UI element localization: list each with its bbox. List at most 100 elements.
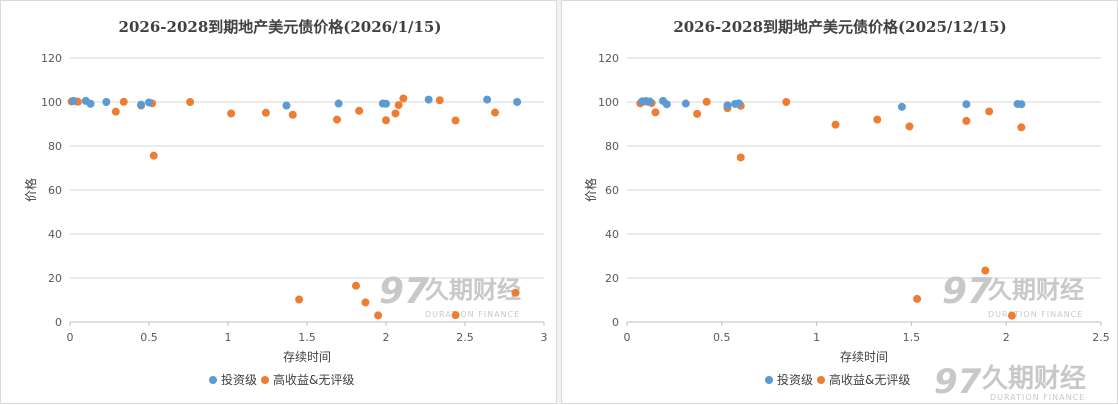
legend-label-investment-grade: 投资级 [777,372,813,387]
legend-marker [209,376,217,384]
watermark-subtitle: DURATION FINANCE [988,310,1083,319]
point-investment-grade [102,98,111,106]
y-tick-label: 60 [605,184,619,197]
y-tick-label: 0 [55,316,62,329]
y-tick-label: 80 [605,140,619,153]
point-high-yield [186,98,195,106]
point-high-yield [295,295,304,304]
y-tick-label: 100 [41,96,62,109]
chart-panel-left: 2026-2028到期地产美元债价格(2026/1/15) 97 久期财经 DU… [0,0,557,404]
point-high-yield [1007,311,1016,320]
x-tick-label: 1.5 [298,331,316,344]
point-high-yield [1017,123,1026,132]
watermark-logo-glyph: 97 [942,271,992,312]
watermark-corner-logo-glyph: 97 [934,362,982,402]
point-investment-grade [662,100,671,109]
point-investment-grade [723,101,732,110]
watermark-corner-subtitle: DURATION FINANCE [990,393,1085,402]
point-investment-grade [962,100,971,109]
point-investment-grade [681,99,690,108]
watermark-subtitle: DURATION FINANCE [425,310,520,319]
point-investment-grade [86,99,95,108]
panel-divider [557,0,561,404]
x-axis-title: 存续时间 [283,350,331,364]
y-tick-label: 20 [48,272,62,285]
legend-label-investment-grade: 投资级 [221,372,257,387]
point-investment-grade [282,101,291,110]
point-high-yield [736,153,745,162]
y-tick-label: 80 [48,140,62,153]
y-tick-label: 40 [605,228,619,241]
y-tick-label: 120 [598,52,619,65]
point-high-yield [873,115,882,124]
point-high-yield [913,294,922,303]
point-investment-grade [1017,100,1026,109]
point-high-yield [962,116,971,125]
watermark-brand: 久期财经 [425,276,521,304]
point-high-yield [227,109,236,118]
point-high-yield [149,151,158,160]
point-high-yield [119,97,128,106]
point-high-yield [333,115,342,124]
point-high-yield [374,311,383,320]
point-investment-grade [513,98,522,106]
x-tick-label: 3 [541,331,548,344]
y-tick-label: 20 [605,272,619,285]
scatter-chart-right: 2026-2028到期地产美元债价格(2025/12/15) 97 久期财经 D… [583,18,1110,402]
point-high-yield [399,94,408,103]
x-axis-title: 存续时间 [840,350,888,364]
point-investment-grade [382,99,390,108]
scatter-chart-left: 2026-2028到期地产美元债价格(2026/1/15) 97 久期财经 DU… [23,18,548,387]
x-tick-label: 1 [225,331,232,344]
point-investment-grade [734,99,743,108]
x-tick-label: 0 [624,331,631,344]
point-high-yield [111,107,120,116]
point-high-yield [261,108,270,117]
point-high-yield [394,101,403,110]
legend-label-high-yield: 高收益&无评级 [273,372,354,387]
point-investment-grade [334,99,343,108]
point-high-yield [491,108,500,117]
point-high-yield [288,110,297,119]
point-high-yield [451,116,460,125]
point-high-yield [782,98,791,106]
x-tick-label: 0.5 [140,331,158,344]
point-high-yield [391,109,400,118]
x-tick-label: 0 [67,331,74,344]
point-high-yield [905,122,914,131]
point-high-yield [985,107,994,116]
point-investment-grade [69,96,78,105]
point-high-yield [451,311,460,320]
watermark-corner-brand: 久期财经 [982,363,1086,394]
chart-title: 2026-2028到期地产美元债价格(2025/12/15) [673,18,1006,36]
x-tick-label: 2 [1003,331,1010,344]
watermark: 97 久期财经 DURATION FINANCE 97 久期财经 DURATIO… [934,271,1086,402]
point-high-yield [981,266,990,275]
point-investment-grade [424,95,433,104]
point-high-yield [511,288,520,297]
watermark: 97 久期财经 DURATION FINANCE [379,271,521,319]
y-tick-label: 120 [41,52,62,65]
x-tick-label: 2 [383,331,390,344]
x-tick-label: 0.5 [713,331,731,344]
watermark-brand: 久期财经 [988,276,1084,304]
y-axis-title: 价格 [23,178,38,202]
point-high-yield [435,96,444,105]
legend-marker [261,376,269,384]
point-high-yield [693,109,702,118]
point-high-yield [361,298,370,307]
x-tick-label: 1 [813,331,820,344]
chart-title: 2026-2028到期地产美元债价格(2026/1/15) [119,18,442,36]
point-high-yield [651,108,660,117]
point-high-yield [351,281,360,290]
point-investment-grade [897,102,906,111]
point-high-yield [831,120,840,129]
point-high-yield [382,116,390,125]
x-tick-label: 1.5 [903,331,921,344]
point-investment-grade [137,100,146,109]
y-axis-title: 价格 [583,178,598,202]
legend-label-high-yield: 高收益&无评级 [829,372,910,387]
legend: 投资级 高收益&无评级 [765,372,910,387]
legend-marker [817,376,825,384]
point-high-yield [355,106,364,115]
